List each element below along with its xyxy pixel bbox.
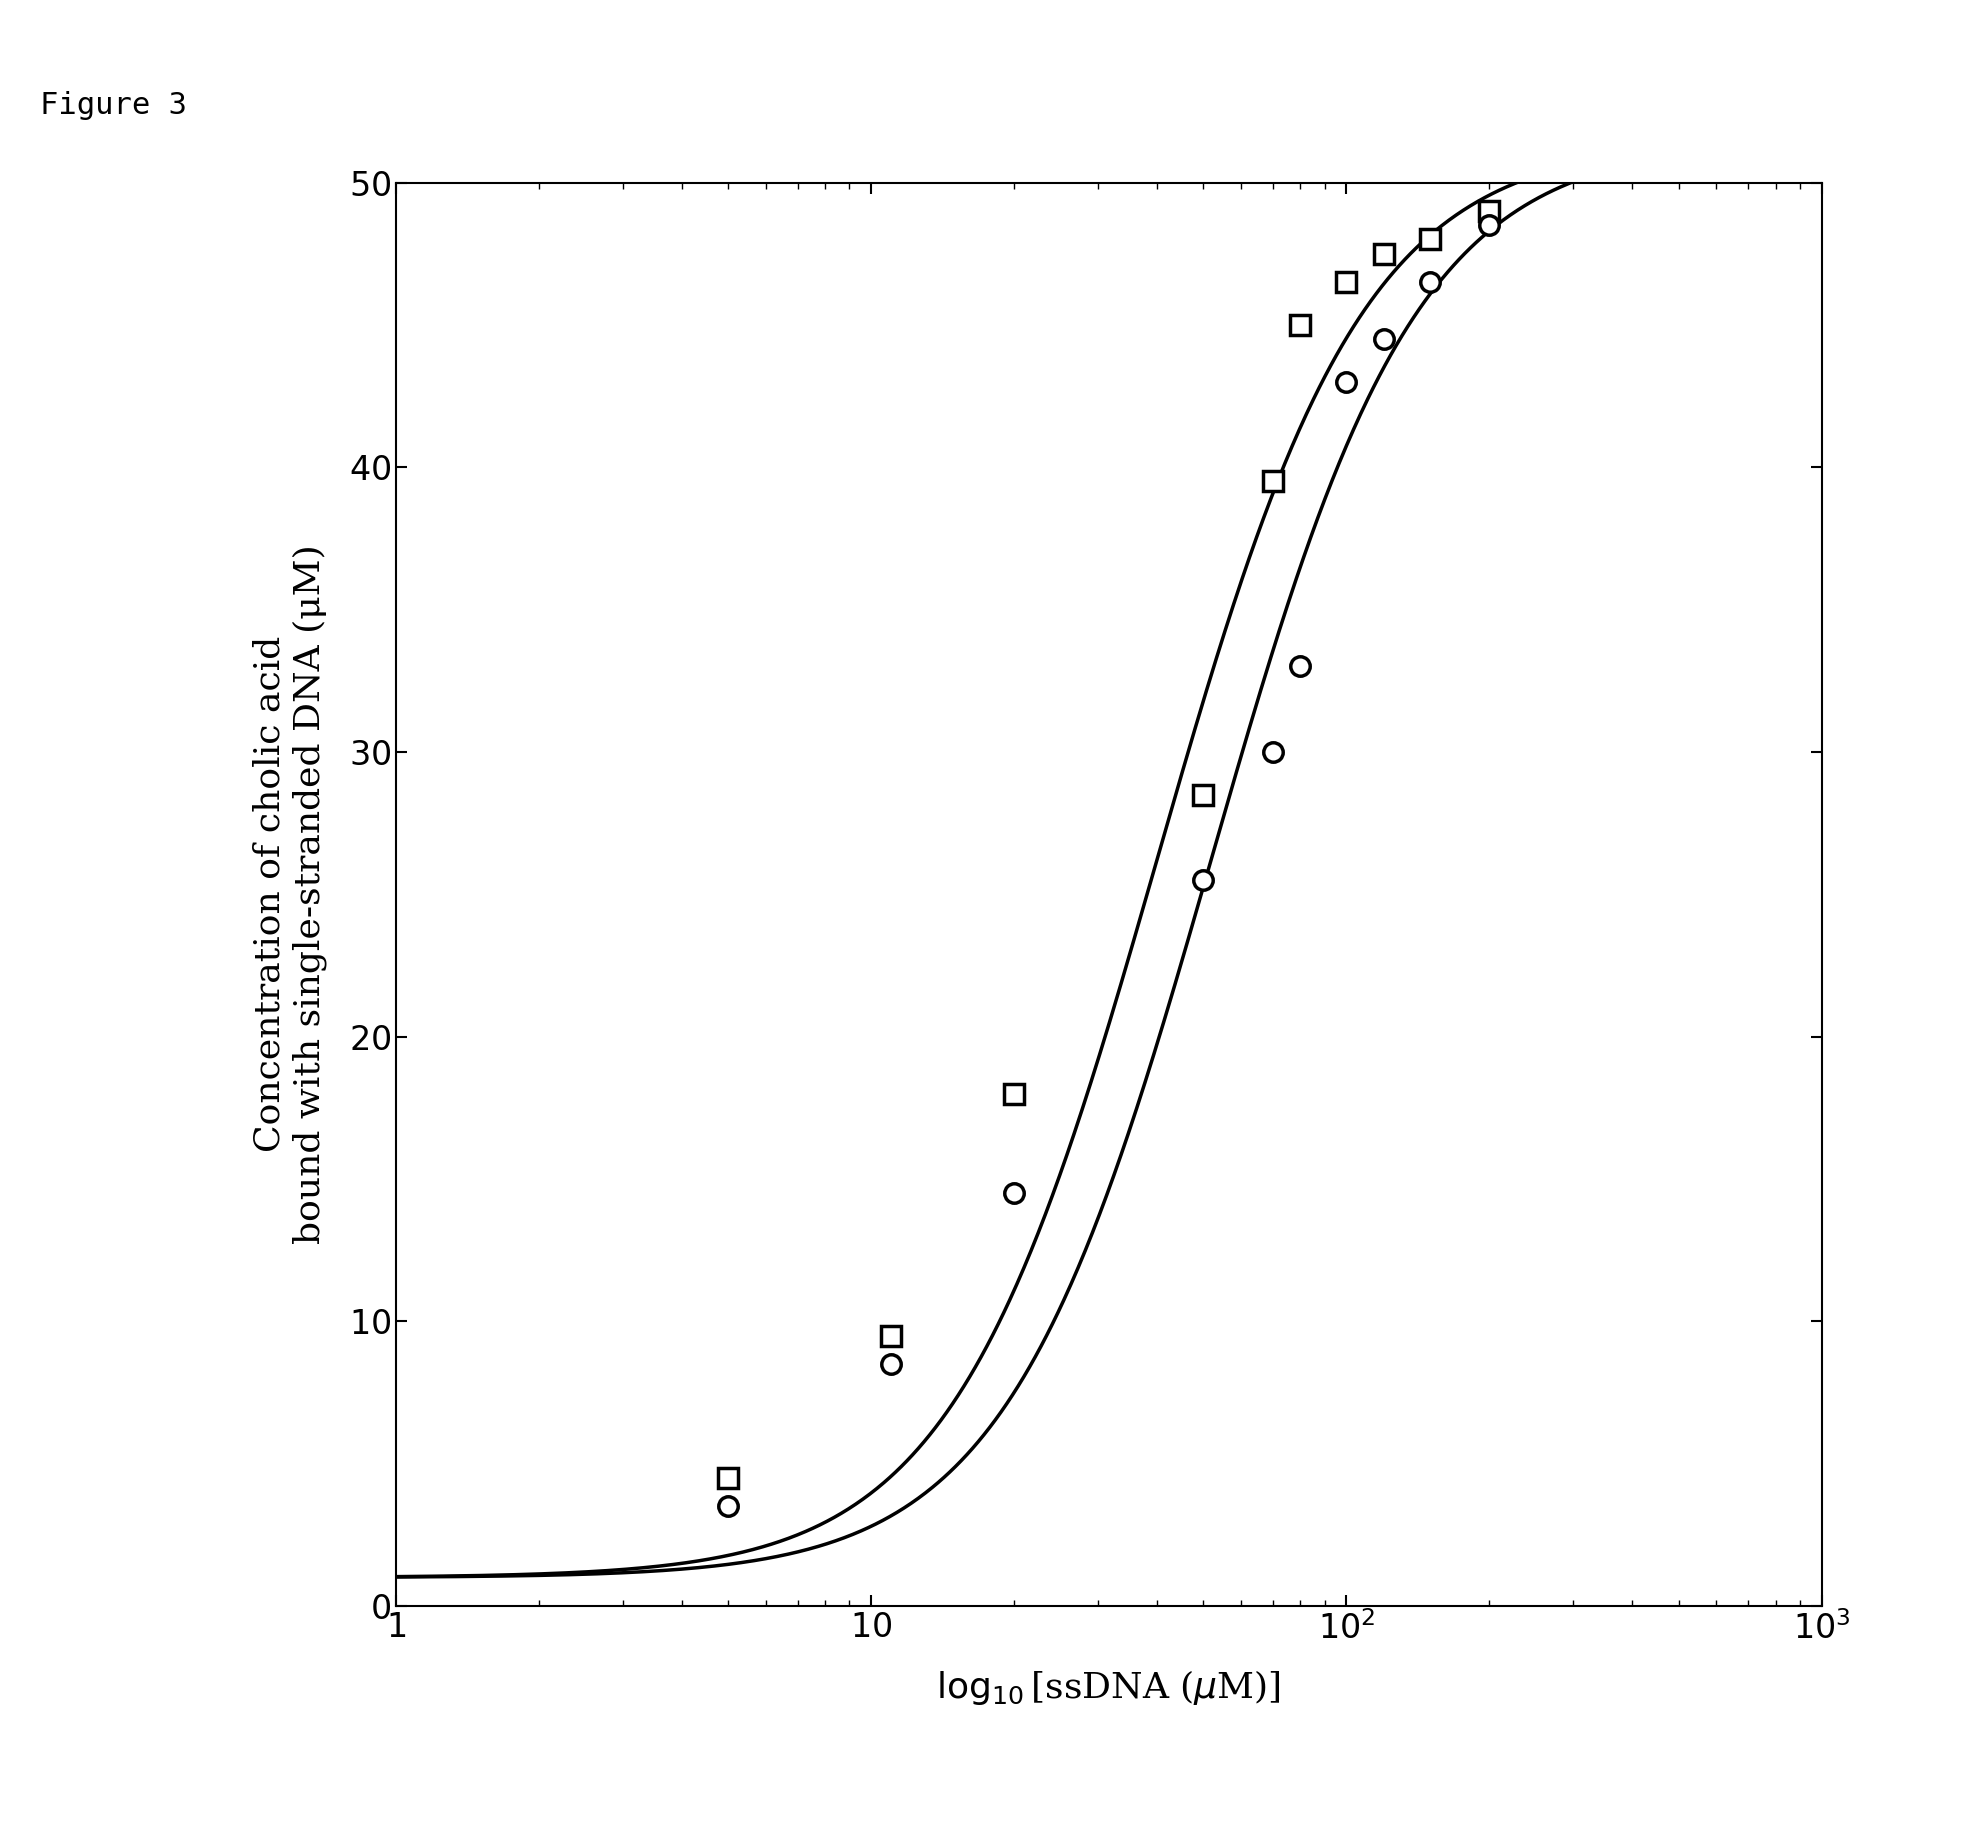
Y-axis label: Concentration of cholic acid
bound with single-stranded DNA (μM): Concentration of cholic acid bound with … <box>253 544 327 1245</box>
X-axis label: $\log_{10}$[ssDNA ($\mu$M)]: $\log_{10}$[ssDNA ($\mu$M)] <box>937 1668 1281 1706</box>
Text: Figure 3: Figure 3 <box>40 91 186 120</box>
